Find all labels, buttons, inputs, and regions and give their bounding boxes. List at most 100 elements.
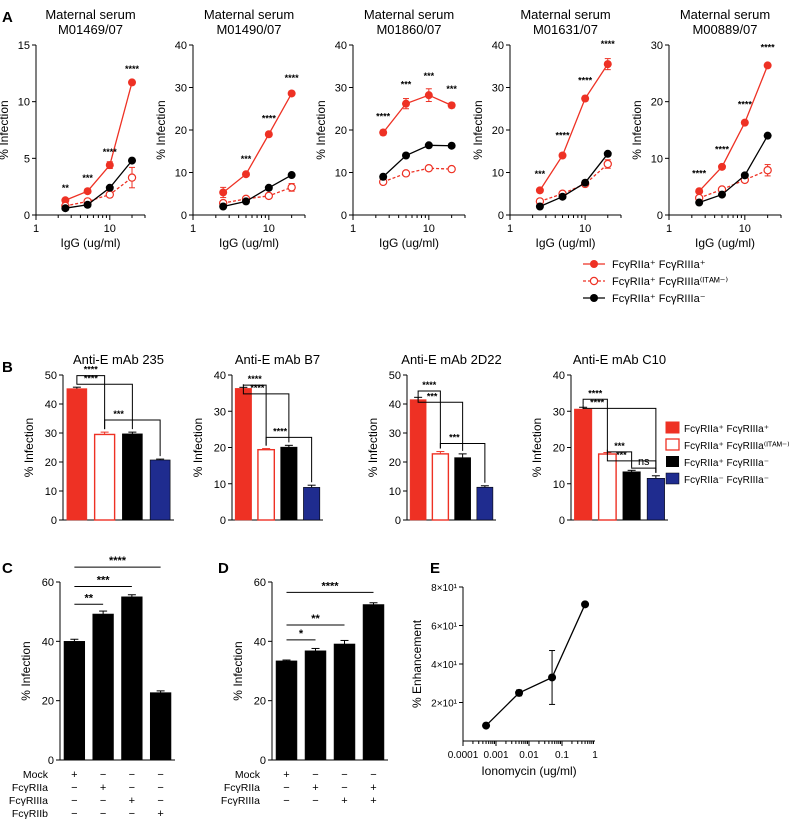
- bar: [304, 650, 327, 761]
- y-tick-label: 30: [214, 406, 226, 418]
- x-axis-title: Ionomycin (ug/ml): [481, 764, 576, 778]
- data-point: [219, 188, 228, 197]
- y-tick-label: 40: [214, 370, 226, 382]
- significance-bracket: [582, 404, 657, 473]
- matrix-cell: +: [341, 795, 347, 807]
- chart-title-line: M01631/07: [533, 22, 598, 37]
- y-tick-label: 40: [492, 40, 504, 52]
- data-point: [447, 141, 456, 150]
- x-tick-label: 10: [104, 223, 116, 235]
- y-tick-label: 40: [335, 40, 347, 52]
- bar: [454, 457, 471, 521]
- data-point: [264, 130, 273, 139]
- y-tick-label: 30: [175, 83, 187, 95]
- y-tick-label: 60: [42, 577, 54, 589]
- y-tick-label: 6×10¹: [431, 622, 458, 633]
- y-tick-label: 10: [45, 486, 57, 498]
- chart-title-line: Anti-E mAb B7: [235, 352, 320, 367]
- legend-b: FcγRIIa⁺ FcγRIIIa⁺ FcγRIIa⁺ FcγRIIIa⁽ᴵᵀᴬ…: [665, 421, 790, 486]
- chart-title-line: Anti-E mAb C10: [573, 352, 666, 367]
- legend-a-marker-3: [590, 294, 598, 302]
- panel-letter-a: A: [2, 9, 13, 26]
- y-axis-title: % Infection: [191, 418, 205, 477]
- series-line: [382, 144, 452, 178]
- data-point: [763, 131, 772, 140]
- bar: [646, 478, 665, 521]
- data-point: [447, 164, 456, 174]
- significance-label: ****: [103, 147, 118, 157]
- matrix-cell: +: [157, 808, 163, 820]
- data-point: [401, 99, 410, 108]
- significance-label: ***: [449, 432, 460, 442]
- series-line: [222, 93, 293, 193]
- x-tick-label: 1: [666, 223, 672, 235]
- y-tick-label: 10: [175, 168, 187, 180]
- data-point: [287, 183, 296, 192]
- significance-label: ***: [113, 409, 124, 419]
- significance-label: **: [62, 183, 70, 193]
- x-tick-label: 1: [350, 223, 356, 235]
- y-tick-label: 5: [24, 153, 30, 165]
- matrix-cell: −: [312, 769, 318, 781]
- data-point: [264, 183, 273, 192]
- matrix-cell: −: [157, 769, 163, 781]
- y-tick-label: 60: [254, 577, 266, 589]
- bar: [149, 459, 171, 521]
- data-point: [717, 190, 726, 199]
- y-axis-title: % Infection: [0, 100, 11, 159]
- data-point: [515, 688, 524, 697]
- x-tick-label: 10: [263, 223, 275, 235]
- legend-a-label-3: FcγRIIa⁺ FcγRIIIa⁻: [612, 293, 706, 305]
- panel-letter-c: C: [2, 560, 13, 577]
- legend-a-item-1: FcγRIIa⁺ FcγRIIIa⁺: [583, 259, 706, 271]
- data-point: [717, 162, 726, 171]
- chart-title-line: Maternal serum: [364, 7, 454, 22]
- significance-label: ***: [616, 450, 627, 460]
- y-tick-label: 10: [651, 153, 663, 165]
- significance-label: ****: [84, 365, 99, 375]
- bar: [280, 446, 298, 521]
- y-tick-label: 20: [42, 696, 54, 708]
- data-point: [603, 60, 612, 69]
- y-axis-title: % Enhancement: [410, 619, 424, 708]
- legend-b-item-3: FcγRIIa⁺ FcγRIIIa⁻: [666, 456, 769, 469]
- y-tick-label: 0: [260, 755, 266, 767]
- significance-label: ****: [125, 64, 140, 74]
- legend-b-item-1: FcγRIIa⁺ FcγRIIIa⁺: [665, 421, 769, 435]
- y-tick-label: 0: [341, 210, 347, 222]
- matrix-cell: −: [71, 782, 77, 794]
- x-tick-label: 10: [739, 223, 751, 235]
- series-line: [65, 177, 133, 207]
- y-tick-label: 40: [45, 399, 57, 411]
- matrix-cell: +: [370, 782, 376, 794]
- chart-title-line: M01469/07: [58, 22, 123, 37]
- x-tick-label: 1: [592, 750, 598, 761]
- bar: [234, 388, 252, 521]
- chart-title-line: M01860/07: [376, 22, 441, 37]
- y-tick-label: 8×10¹: [431, 583, 458, 594]
- panel-letter-e: E: [430, 560, 440, 577]
- matrix-cell: +: [71, 769, 77, 781]
- line-chart-5: 0 10 20 30 % Infection Maternal serumM00889/0…: [630, 7, 782, 250]
- bar: [149, 692, 172, 761]
- matrix-cell: −: [370, 769, 376, 781]
- chart-title-line: M00889/07: [692, 22, 757, 37]
- x-tick-label: 1: [190, 223, 196, 235]
- significance-label: ****: [556, 131, 571, 141]
- significance-bracket: [104, 419, 161, 457]
- legend-a-marker-2: [589, 276, 599, 286]
- significance-bracket: [76, 383, 133, 430]
- y-tick-label: 20: [335, 125, 347, 137]
- bar: [275, 660, 298, 761]
- bar: [597, 453, 617, 521]
- series-line: [698, 135, 769, 204]
- y-tick-label: 30: [651, 40, 663, 52]
- matrix-row-label: Mock: [235, 769, 261, 781]
- y-tick-label: 50: [45, 370, 57, 382]
- y-tick-label: 20: [45, 457, 57, 469]
- data-point: [740, 171, 749, 180]
- significance-bracket: [242, 384, 290, 443]
